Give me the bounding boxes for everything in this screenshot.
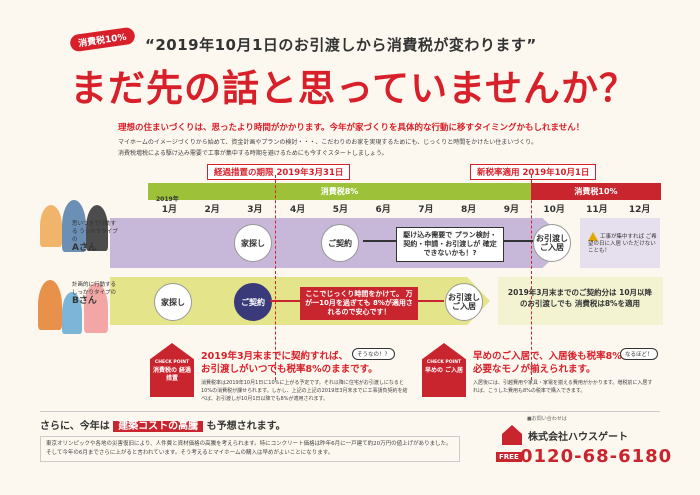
cost-body: 東京オリンピックや各地の災害復旧により、人件費と資材価格の高騰を考えられます。特… [40, 436, 460, 462]
family-b-illustration [38, 280, 62, 330]
deadline-tag: 経過措置の期限 2019年3月31日 [207, 164, 351, 180]
month-label: 10月 [543, 205, 565, 215]
deadline-marker-line [275, 175, 276, 380]
subheadline: “2019年10月1日のお引渡しから消費税が変わります” [145, 36, 537, 54]
freecall-badge: FREE [496, 452, 522, 462]
page-title: まだ先の話と思っていませんか？ [70, 67, 638, 110]
cost-heading-prefix: さらに、今年は [40, 421, 110, 432]
month-label: 2月 [204, 205, 220, 215]
row-b-right-note: 2019年3月末までのご契約分は 10月以降のお引渡しでも 消費税は8%を適用 [507, 288, 653, 308]
intro-body: マイホームのイメージづくりから始めて、資金計画やプランの検討・・・、こだわりのお… [118, 137, 638, 159]
person-a-name: Aさん [72, 243, 97, 253]
checkpoint-1-title: 2019年3月末までに契約すれば、 お引渡しがいつでも税率8%のままです。 [201, 350, 378, 376]
person-b-label: 計画的に行動する しっかりタイプの Bさん [72, 281, 118, 306]
row-b-note: ここでじっくり時間をかけて。 万が一10月を過ぎても 8%が適用されるので安心で… [300, 287, 418, 320]
house-logo-icon [502, 425, 522, 445]
checkpoint-1-badge-main: 消費税の 経過措置 [152, 367, 192, 382]
checkpoint-1-badge-top: CHECK POINT [154, 360, 190, 365]
warning-icon [588, 232, 598, 241]
month-label: 9月 [503, 205, 519, 215]
tax-10-band: 消費税10% [531, 183, 661, 200]
checkpoint-2-badge-main: 早めの ご入居 [424, 367, 464, 374]
tax-8-band: 消費税8% [148, 183, 531, 200]
row-a-step-contract: ご契約 [321, 224, 359, 262]
month-row: 1月 2月 3月 4月 5月 6月 7月 8月 9月 10月 11月 12月 [148, 202, 661, 216]
cost-heading-highlight: 建築コストの高騰 [113, 421, 204, 432]
month-label: 1月 [161, 205, 177, 215]
checkpoint-2-badge-top: CHECK POINT [426, 360, 462, 365]
person-b-name: Bさん [72, 296, 97, 306]
row-b-arrow-left [270, 300, 300, 302]
row-b-arrow-right [418, 300, 444, 302]
person-a-label: 思いつきで行動する うっかりタイプの Aさん [72, 220, 118, 253]
month-label: 5月 [332, 205, 348, 215]
row-a-warning-text: 工事が集中すれば ご希望の日に入居 いただけないことも！ [588, 234, 657, 254]
row-b-band-extension [498, 277, 663, 325]
month-label: 11月 [586, 205, 608, 215]
month-label: 6月 [375, 205, 391, 215]
checkpoint-2-bubble: なるほど！ [620, 348, 658, 360]
cost-heading: さらに、今年は 建築コストの高騰 も予想されます。 [40, 417, 286, 432]
row-a-step-search: 家探し [234, 224, 272, 262]
section-divider [40, 411, 660, 412]
person-b-desc: 計画的に行動する しっかりタイプの [72, 282, 117, 296]
row-b-step-contract: ご契約 [234, 283, 272, 321]
month-label: 7月 [418, 205, 434, 215]
person-a-desc: 思いつきで行動する うっかりタイプの [72, 221, 118, 243]
row-b-step-move-in: お引渡し ご入居 [445, 283, 483, 321]
row-a-step-move-in: お引渡し ご入居 [533, 224, 571, 262]
month-label: 8月 [460, 205, 477, 215]
phone-number[interactable]: 0120-68-6180 [520, 446, 673, 467]
year-label: 2019年 [156, 196, 179, 203]
row-a-note: 駆け込み需要で プラン検討・契約・申請・お引渡しが 確定できないかも！? [396, 227, 504, 262]
new-tax-tag: 新税率適用 2019年10月1日 [470, 164, 597, 180]
checkpoint-1-title-line-1: 2019年3月末までに契約すれば、 [201, 351, 349, 362]
intro-lead: 理想の住まいづくりは、思ったより時間がかかります。今年が家づくりを具体的な行動に… [118, 123, 585, 133]
cost-heading-suffix: も予想されます。 [206, 421, 286, 432]
checkpoint-2-title-line-1: 早めのご入居で、入居後も税率8%で [473, 351, 632, 362]
row-a-arrow-left [363, 240, 397, 242]
contact-note: ■お問い合わせは [527, 416, 567, 422]
checkpoint-1-bubble: そうなの！？ [352, 348, 396, 360]
month-label: 4月 [289, 205, 306, 215]
new-tax-marker-line [531, 175, 532, 380]
checkpoint-2-title: 早めのご入居で、入居後も税率8%で 必要なモノが揃えられます。 [473, 350, 631, 376]
checkpoint-1-body: 消費税率は2019年10月1日に10%に上がる予定です。それ以降に住宅がお引渡し… [201, 380, 408, 402]
month-label: 3月 [247, 205, 263, 215]
family-a-illustration [40, 205, 62, 247]
tax-badge: 消費税10% [69, 26, 136, 53]
intro-body-line-1: マイホームのイメージづくりから始めて、資金計画やプランの検討・・・、こだわりのお… [118, 139, 538, 146]
row-a-warning: 工事が集中すれば ご希望の日に入居 いただけないことも！ [588, 232, 658, 255]
tax-timeline-bar: 消費税8% 消費税10% [148, 183, 661, 200]
checkpoint-2-badge: CHECK POINT 早めの ご入居 [422, 343, 466, 397]
row-a-band-extension [580, 218, 660, 268]
family-a-illustration-parent-2 [86, 205, 108, 251]
intro-body-line-2: 消費税増税による駆け込み需要で工事が集中する時期を避けるためにも今すぐスタートし… [118, 150, 388, 157]
row-a-arrow-right [504, 240, 534, 242]
family-b-illustration-parent [84, 283, 108, 333]
month-label: 12月 [628, 205, 651, 215]
family-a-illustration-parent [62, 200, 86, 252]
company-name: 株式会社ハウスゲート [528, 432, 628, 443]
checkpoint-2-body: 入居後には、引越費用や家具・家電を揃える費用がかかります。増税前に入居すれば、こ… [473, 380, 653, 394]
checkpoint-1-title-line-2: お引渡しがいつでも税率8%のままです。 [201, 364, 378, 375]
checkpoint-2-title-line-2: 必要なモノが揃えられます。 [473, 364, 596, 375]
checkpoint-1-badge: CHECK POINT 消費税の 経過措置 [150, 343, 194, 397]
family-b-illustration-child [62, 292, 82, 334]
row-b-step-search: 家探し [154, 283, 192, 321]
